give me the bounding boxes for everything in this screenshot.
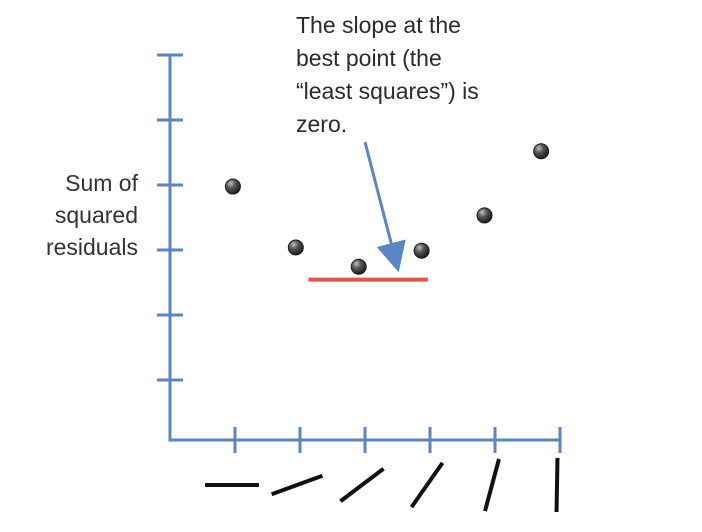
data-point <box>533 143 550 160</box>
data-marks <box>224 141 550 282</box>
annotation-line: “least squares”) is <box>296 78 479 104</box>
data-point <box>287 239 304 256</box>
slope-icon <box>483 458 501 512</box>
y-axis-label-line: squared <box>55 202 138 228</box>
annotation: The slope at the best point (the “least … <box>296 12 479 137</box>
slope-icon <box>270 473 324 497</box>
axes <box>157 53 562 453</box>
data-point <box>413 242 430 259</box>
slope-icon <box>409 461 445 509</box>
y-axis-label: Sum of squared residuals <box>46 170 139 260</box>
slope-icon <box>554 457 560 513</box>
data-point <box>476 207 493 224</box>
y-axis-label-line: residuals <box>46 234 138 260</box>
annotation-arrow <box>363 141 406 273</box>
annotation-line: best point (the <box>296 45 442 71</box>
slope-icons <box>205 457 560 513</box>
slope-icon <box>339 467 385 503</box>
data-point <box>224 178 241 195</box>
data-point <box>350 258 367 275</box>
annotation-line: The slope at the <box>296 12 461 38</box>
y-axis-label-line: Sum of <box>65 170 138 196</box>
annotation-line: zero. <box>296 111 347 137</box>
